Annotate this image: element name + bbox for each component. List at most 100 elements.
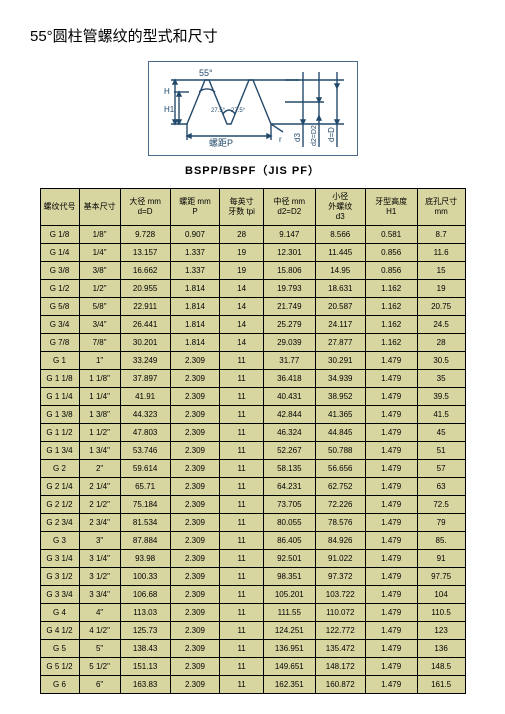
cell-19-8: 97.75 — [417, 568, 465, 586]
cell-10-1: 1 3/8" — [79, 406, 120, 424]
cell-25-3: 2.309 — [170, 676, 220, 694]
thread-profile-diagram: H H1 55° 27.5° 27.5° 螺距P r d3 d2=D2 d=D — [148, 61, 358, 156]
table-row: G 7/87/8"30.2011.8141429.03927.8771.1622… — [40, 334, 465, 352]
dim-dD: d=D — [327, 127, 336, 142]
cell-22-1: 4 1/2" — [79, 622, 120, 640]
diagram-caption: BSPP/BSPF（JIS PF） — [20, 162, 485, 178]
cell-14-6: 62.752 — [315, 478, 365, 496]
cell-5-2: 26.441 — [120, 316, 170, 334]
cell-9-0: G 1 1/4 — [40, 388, 79, 406]
cell-23-4: 11 — [220, 640, 263, 658]
cell-22-2: 125.73 — [120, 622, 170, 640]
cell-11-1: 1 1/2" — [79, 424, 120, 442]
cell-10-4: 11 — [220, 406, 263, 424]
cell-15-4: 11 — [220, 496, 263, 514]
cell-12-5: 52.267 — [263, 442, 315, 460]
cell-4-2: 22.911 — [120, 298, 170, 316]
cell-14-0: G 2 1/4 — [40, 478, 79, 496]
cell-22-7: 1.479 — [365, 622, 417, 640]
cell-14-5: 64.231 — [263, 478, 315, 496]
cell-21-6: 110.072 — [315, 604, 365, 622]
cell-17-7: 1.479 — [365, 532, 417, 550]
cell-22-4: 11 — [220, 622, 263, 640]
cell-17-1: 3" — [79, 532, 120, 550]
cell-10-5: 42.844 — [263, 406, 315, 424]
cell-4-6: 20.587 — [315, 298, 365, 316]
table-row: G 2 1/22 1/2"75.1842.3091173.70572.2261.… — [40, 496, 465, 514]
cell-7-7: 1.479 — [365, 352, 417, 370]
cell-3-2: 20.955 — [120, 280, 170, 298]
cell-7-5: 31.77 — [263, 352, 315, 370]
cell-25-7: 1.479 — [365, 676, 417, 694]
cell-6-7: 1.162 — [365, 334, 417, 352]
cell-2-5: 15.806 — [263, 262, 315, 280]
table-row: G 1 3/81 3/8"44.3232.3091142.84441.3651.… — [40, 406, 465, 424]
cell-8-0: G 1 1/8 — [40, 370, 79, 388]
cell-20-7: 1.479 — [365, 586, 417, 604]
dim-d2D2: d2=D2 — [311, 125, 318, 146]
cell-7-8: 30.5 — [417, 352, 465, 370]
cell-18-8: 91 — [417, 550, 465, 568]
cell-24-0: G 5 1/2 — [40, 658, 79, 676]
radius-label: r — [279, 135, 282, 144]
cell-25-8: 161.5 — [417, 676, 465, 694]
table-row: G 3/43/4"26.4411.8141425.27924.1171.1622… — [40, 316, 465, 334]
angle-55: 55° — [199, 68, 213, 78]
cell-17-6: 84.926 — [315, 532, 365, 550]
dim-d3: d3 — [293, 133, 302, 142]
cell-20-8: 104 — [417, 586, 465, 604]
cell-8-7: 1.479 — [365, 370, 417, 388]
cell-6-4: 14 — [220, 334, 263, 352]
cell-19-4: 11 — [220, 568, 263, 586]
cell-25-5: 162.351 — [263, 676, 315, 694]
cell-9-2: 41.91 — [120, 388, 170, 406]
cell-3-5: 19.793 — [263, 280, 315, 298]
cell-5-5: 25.279 — [263, 316, 315, 334]
cell-4-4: 14 — [220, 298, 263, 316]
cell-13-0: G 2 — [40, 460, 79, 478]
cell-4-3: 1.814 — [170, 298, 220, 316]
cell-13-3: 2.309 — [170, 460, 220, 478]
cell-4-5: 21.749 — [263, 298, 315, 316]
cell-17-3: 2.309 — [170, 532, 220, 550]
cell-11-6: 44.845 — [315, 424, 365, 442]
cell-1-4: 19 — [220, 244, 263, 262]
cell-5-3: 1.814 — [170, 316, 220, 334]
cell-0-4: 28 — [220, 226, 263, 244]
dim-H: H — [164, 87, 170, 96]
cell-13-7: 1.479 — [365, 460, 417, 478]
angle-half-1: 27.5° — [211, 108, 226, 114]
cell-13-2: 59.614 — [120, 460, 170, 478]
cell-15-8: 72.5 — [417, 496, 465, 514]
cell-9-1: 1 1/4" — [79, 388, 120, 406]
col-header-4: 每英寸牙数 tpi — [220, 189, 263, 226]
cell-7-3: 2.309 — [170, 352, 220, 370]
cell-24-1: 5 1/2" — [79, 658, 120, 676]
cell-25-2: 163.83 — [120, 676, 170, 694]
cell-5-0: G 3/4 — [40, 316, 79, 334]
cell-20-3: 2.309 — [170, 586, 220, 604]
cell-6-6: 27.877 — [315, 334, 365, 352]
table-row: G 33"87.8842.3091186.40584.9261.47985. — [40, 532, 465, 550]
cell-7-4: 11 — [220, 352, 263, 370]
cell-12-7: 1.479 — [365, 442, 417, 460]
table-row: G 11"33.2492.3091131.7730.2911.47930.5 — [40, 352, 465, 370]
cell-19-0: G 3 1/2 — [40, 568, 79, 586]
cell-21-8: 110.5 — [417, 604, 465, 622]
cell-5-4: 14 — [220, 316, 263, 334]
cell-12-4: 11 — [220, 442, 263, 460]
cell-3-4: 14 — [220, 280, 263, 298]
cell-14-8: 63 — [417, 478, 465, 496]
cell-2-8: 15 — [417, 262, 465, 280]
cell-8-1: 1 1/8" — [79, 370, 120, 388]
cell-13-4: 11 — [220, 460, 263, 478]
dim-H1: H1 — [164, 105, 175, 114]
col-header-8: 底孔尺寸mm — [417, 189, 465, 226]
cell-6-1: 7/8" — [79, 334, 120, 352]
cell-2-4: 19 — [220, 262, 263, 280]
cell-20-6: 103.722 — [315, 586, 365, 604]
cell-9-5: 40.431 — [263, 388, 315, 406]
cell-16-3: 2.309 — [170, 514, 220, 532]
cell-9-3: 2.309 — [170, 388, 220, 406]
cell-24-4: 11 — [220, 658, 263, 676]
